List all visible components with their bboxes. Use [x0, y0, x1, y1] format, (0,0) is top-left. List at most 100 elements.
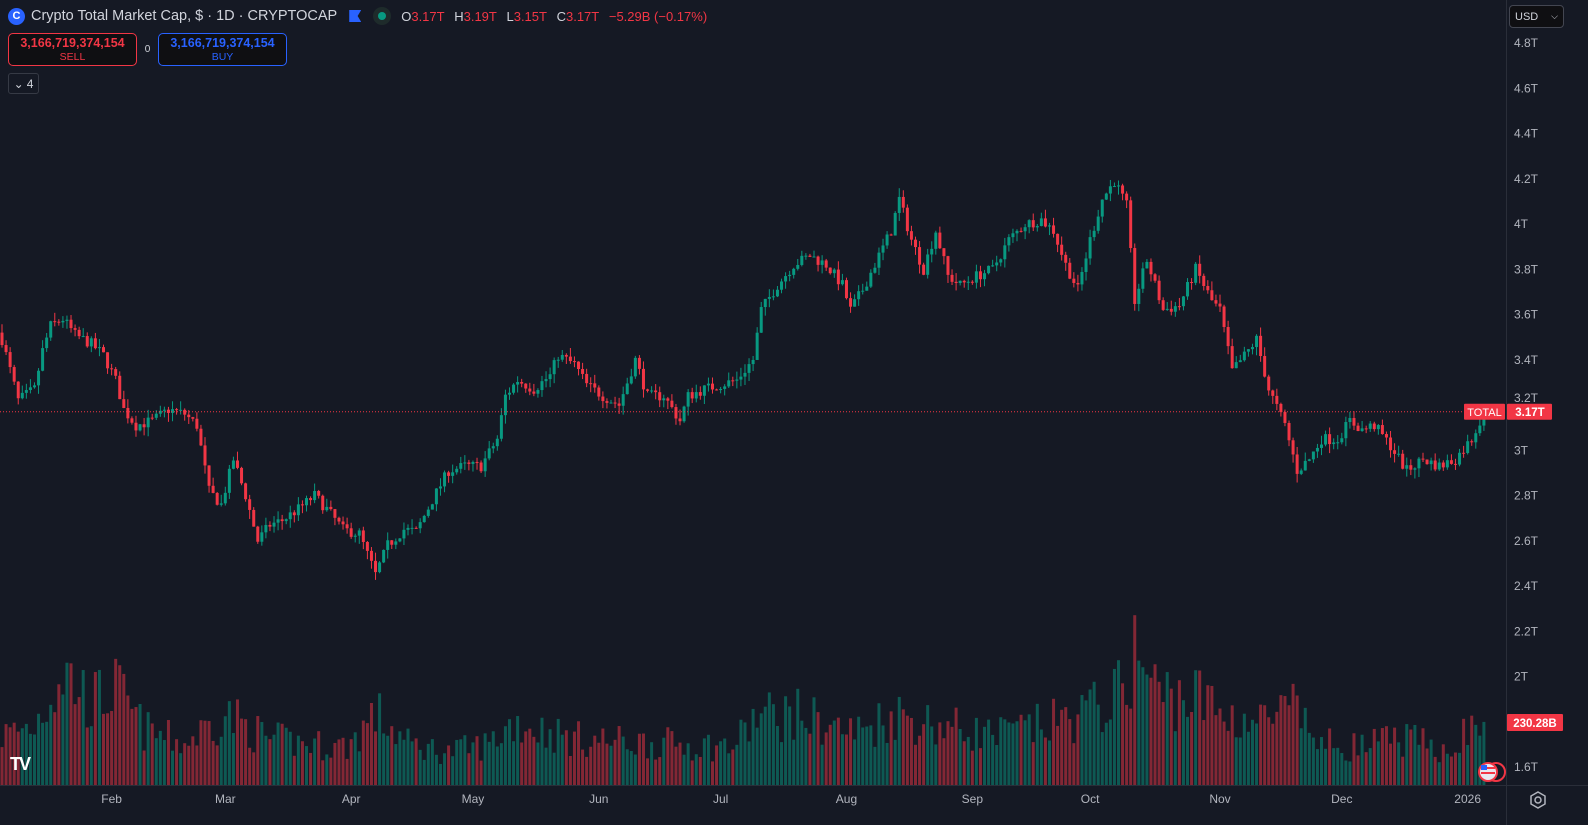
candle-body [869, 272, 873, 287]
sell-button[interactable]: 3,166,719,374,154 SELL [8, 33, 137, 66]
candle-body [1470, 441, 1474, 443]
candle [410, 519, 414, 535]
volume-bar [410, 741, 414, 785]
volume-bar [345, 758, 349, 785]
candle [1429, 457, 1433, 471]
volume-bar [227, 701, 231, 785]
candle [394, 538, 398, 550]
price-axis[interactable]: 4.8T 4.6T 4.4T 4.2T 4T 3.8T 3.6T 3.4T 3.2T 3T 2.8T… [1514, 36, 1539, 774]
candle-body [999, 259, 1003, 263]
time-axis[interactable]: Feb Mar Apr May Jun Jul Aug Sep Oct Nov Dec 2026 [101, 792, 1481, 806]
volume-bar [686, 743, 690, 785]
candle-body [1112, 186, 1116, 188]
candle-body [114, 369, 118, 376]
market-status-icon[interactable] [373, 7, 392, 25]
candle [918, 241, 922, 274]
candle [1291, 437, 1295, 463]
candle-body [520, 381, 524, 384]
candle-body [1287, 422, 1291, 441]
candle-body [1206, 285, 1210, 291]
candle [698, 386, 702, 400]
candle-body [784, 276, 788, 282]
candle-body [369, 550, 373, 561]
volume-bar [162, 740, 166, 785]
candle-body [1352, 418, 1356, 426]
candle [32, 382, 36, 389]
candle-body [134, 422, 138, 431]
settings-gear-icon[interactable] [1528, 790, 1548, 810]
volume-bar [134, 707, 138, 785]
events-flag-icon[interactable] [1478, 762, 1506, 782]
candle-body [483, 458, 487, 472]
volume-bar [1413, 724, 1417, 785]
volume-bar [1210, 685, 1214, 785]
candle [930, 241, 934, 263]
candle [406, 524, 410, 536]
volume-bar [16, 731, 20, 785]
candle-body [215, 492, 219, 505]
candle-body [1478, 425, 1482, 434]
volume-bar [621, 736, 625, 785]
candle [491, 442, 495, 454]
candle-body [1072, 278, 1076, 283]
volume-bar [1092, 681, 1096, 785]
volume-bar [1031, 742, 1035, 785]
candle [1421, 452, 1425, 462]
candle [414, 526, 418, 529]
candle-body [414, 527, 418, 529]
flag-icon[interactable] [349, 10, 362, 22]
candle [581, 362, 585, 380]
candle-body [451, 472, 455, 476]
candle [24, 383, 28, 399]
symbol-title[interactable]: Crypto Total Market Cap, $ · 1D · CRYPTO… [31, 8, 338, 24]
volume-bar [1003, 719, 1007, 785]
volume-bar [382, 733, 386, 785]
candle-body [1125, 193, 1129, 201]
candle [784, 272, 788, 289]
candle [796, 258, 800, 271]
candle [1210, 281, 1214, 301]
candle [280, 514, 284, 530]
candle-body [767, 296, 771, 299]
candle-body [443, 472, 447, 487]
candle [1003, 237, 1007, 268]
candle-body [922, 264, 926, 275]
volume-bar [386, 735, 390, 785]
candle [1470, 439, 1474, 446]
candle-body [670, 400, 674, 408]
candle [540, 375, 544, 397]
candle-body [357, 530, 361, 536]
candle-body [12, 367, 16, 382]
volume-bar [219, 736, 223, 785]
candle-body [861, 290, 865, 292]
volume-bar [438, 763, 442, 785]
candle-body [857, 291, 861, 300]
candle [1202, 273, 1206, 291]
candle [881, 238, 885, 261]
candle-body [102, 347, 105, 353]
candle [1307, 458, 1311, 462]
candle-body [995, 262, 999, 266]
currency-select[interactable]: USD ⌵ [1509, 5, 1564, 28]
candle [946, 255, 950, 283]
candle [12, 364, 16, 386]
candle [443, 470, 447, 493]
candle-body [1328, 434, 1332, 445]
candle-body [106, 352, 110, 369]
candle-body [122, 399, 126, 408]
candle [93, 332, 97, 350]
candle [357, 528, 361, 544]
candle-body [1060, 244, 1064, 255]
buy-button[interactable]: 3,166,719,374,154 BUY [158, 33, 287, 66]
volume-bar [893, 739, 897, 785]
candle-body [438, 486, 442, 489]
candle-body [581, 369, 585, 374]
candle-body [983, 273, 987, 280]
volume-bar [1100, 732, 1104, 785]
candle-body [1356, 425, 1360, 432]
volume-bar [1084, 700, 1088, 785]
tradingview-logo[interactable]: TV [10, 754, 31, 774]
indicators-collapse-button[interactable]: ⌄ 4 [8, 73, 39, 94]
volume-bar [1344, 760, 1348, 785]
